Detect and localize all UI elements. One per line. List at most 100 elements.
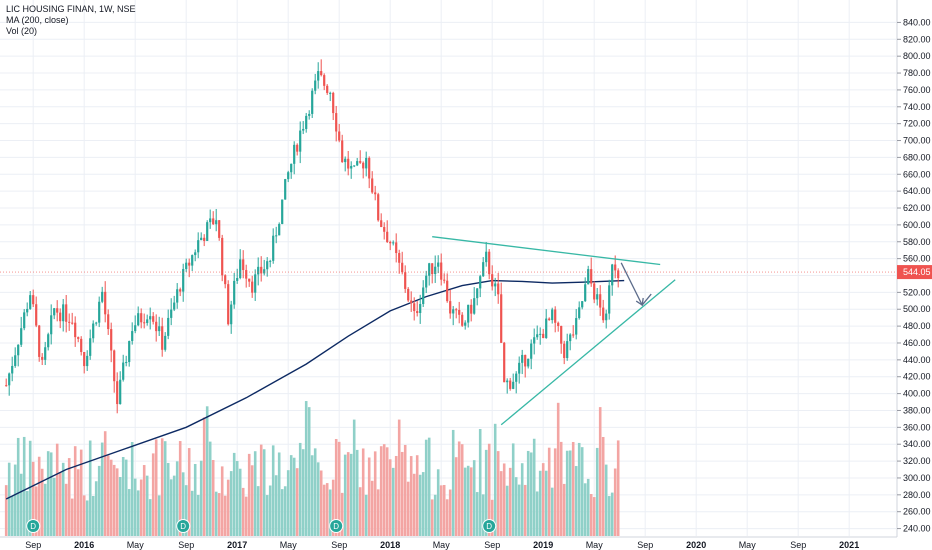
candle-body (476, 288, 479, 299)
candle-body (149, 316, 152, 320)
candle-body (212, 218, 215, 225)
volume-indicator-label[interactable]: Vol (20) (6, 26, 37, 36)
candle-body (23, 312, 26, 329)
candle-body (494, 283, 497, 287)
candle-body (533, 337, 536, 344)
volume-bar (148, 499, 152, 536)
candle-body (62, 304, 65, 322)
volume-bar (562, 483, 566, 536)
price-tick-label: 520.00 (903, 287, 931, 297)
candle-body (17, 344, 20, 356)
volume-bar (325, 483, 329, 536)
time-tick-label: Sep (484, 540, 500, 550)
volume-bar (406, 481, 410, 536)
volume-bar (214, 491, 218, 536)
price-axis[interactable]: 840.00 820.00 800.00 780.00 760.00 740.00 720.… (896, 0, 932, 537)
volume-bar (31, 461, 35, 536)
candle-body (50, 315, 53, 335)
volume-bar (136, 490, 140, 536)
volume-bar (127, 489, 131, 536)
price-tick-label: 600.00 (903, 220, 931, 230)
volume-bar (172, 475, 176, 536)
volume-bar (19, 473, 23, 536)
candle-body (341, 140, 344, 163)
candle-body (377, 194, 380, 221)
candle-body (32, 295, 35, 305)
candle-body (464, 322, 467, 326)
candle-body (590, 269, 593, 284)
candle-body (527, 358, 530, 367)
candle-body (584, 284, 587, 302)
volume-bar (211, 460, 215, 536)
candle-body (257, 266, 260, 275)
volume-bar (244, 496, 248, 536)
volume-bar (202, 417, 206, 536)
volume-bar (568, 450, 572, 536)
volume-bar (133, 478, 137, 536)
volume-bar (193, 463, 197, 536)
candle-body (479, 276, 482, 289)
price-tick-label: 340.00 (903, 439, 931, 449)
volume-bar (295, 468, 299, 536)
volume-bar (508, 467, 512, 536)
candle-body (5, 385, 8, 387)
candle-body (560, 325, 563, 344)
candle-body (197, 240, 200, 253)
price-tick-label: 260.00 (903, 507, 931, 517)
volume-bar (274, 475, 278, 536)
candle-body (542, 333, 545, 339)
candle-body (419, 304, 422, 314)
volume-bar (106, 455, 110, 536)
volume-bar (514, 477, 518, 536)
volume-bar (616, 440, 620, 536)
volume-bar (547, 447, 551, 536)
volume-bar (445, 499, 449, 536)
candle-body (545, 318, 548, 339)
candle-body (608, 285, 611, 314)
volume-bar (247, 453, 251, 536)
volume-bar (493, 423, 497, 536)
volume-bar (430, 499, 434, 536)
time-tick-label: May (433, 540, 451, 550)
price-tick-label: 460.00 (903, 338, 931, 348)
volume-bar (166, 462, 170, 536)
price-tick-label: 480.00 (903, 321, 931, 331)
volume-bar (607, 496, 611, 536)
ma-indicator-label[interactable]: MA (200, close) (6, 15, 69, 25)
volume-bar (82, 495, 86, 536)
candle-body (236, 278, 239, 281)
candle-body (524, 354, 527, 367)
price-tick-label: 620.00 (903, 203, 931, 213)
volume-bar (115, 468, 119, 536)
candle-body (140, 313, 143, 323)
volume-bar (157, 495, 161, 536)
volume-bar (520, 463, 524, 536)
volume-bar (517, 484, 521, 536)
volume-bar (58, 472, 62, 536)
volume-bar (376, 489, 380, 536)
candle-body (311, 90, 314, 114)
candle-body (251, 281, 254, 293)
volume-bar (352, 419, 356, 536)
price-tick-label: 800.00 (903, 51, 931, 61)
candle-body (431, 263, 434, 275)
time-tick-label: 2018 (380, 540, 400, 550)
candle-body (296, 144, 299, 152)
candle-body (77, 337, 80, 339)
volume-bar (235, 461, 239, 536)
candle-body (443, 279, 446, 281)
volume-bar (190, 490, 194, 536)
candle-body (98, 301, 101, 323)
candle-body (158, 326, 161, 332)
candle-body (119, 379, 122, 405)
trendline-drawings[interactable] (0, 236, 897, 426)
time-axis[interactable]: Sep 2016 May Sep 2017 May Sep 2018 May Sep 2019 May… (0, 536, 897, 550)
candle-body (365, 157, 368, 169)
candle-body (290, 163, 293, 173)
volume-bar (217, 493, 221, 536)
price-tick-label: 820.00 (903, 34, 931, 44)
time-tick-label: Sep (331, 540, 347, 550)
volume-bar (184, 485, 188, 536)
volume-bar (220, 466, 224, 536)
